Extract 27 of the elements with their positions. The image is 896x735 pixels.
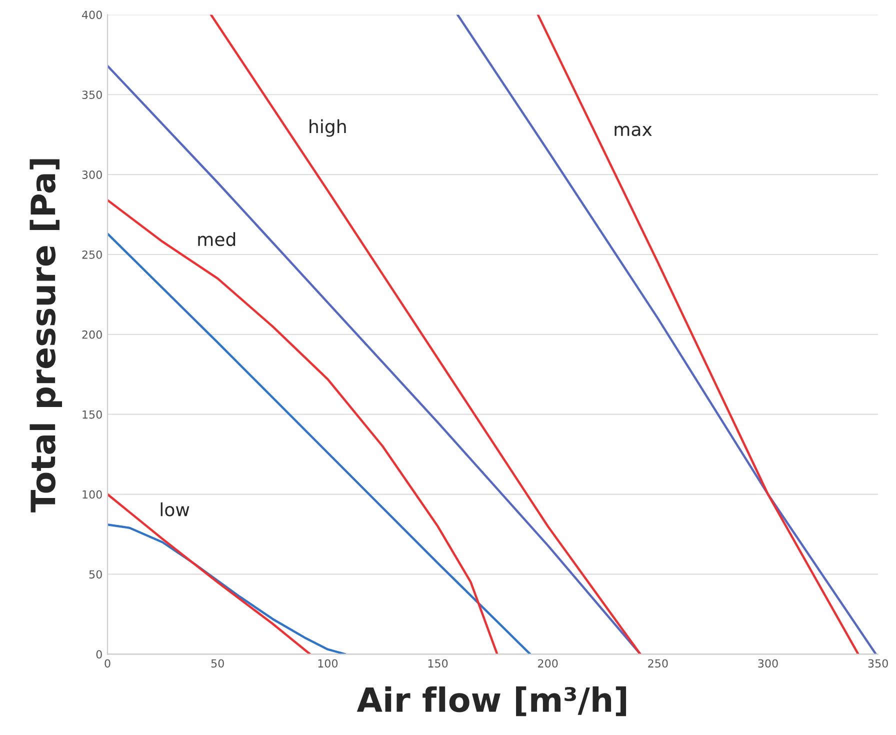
y-tick-label: 250 <box>82 250 102 259</box>
y-tick-label: 400 <box>82 10 102 20</box>
series-label: med <box>198 232 236 246</box>
line-series <box>108 524 346 654</box>
x-tick-label: 200 <box>538 659 558 668</box>
line-series <box>536 14 860 654</box>
y-tick-label: 350 <box>82 90 102 100</box>
x-tick-label: 300 <box>758 659 778 668</box>
x-axis-title: Air flow [m³/h] <box>356 686 626 716</box>
y-tick-label: 200 <box>82 330 102 339</box>
y-tick-label: 300 <box>82 170 102 179</box>
x-tick-label: 100 <box>318 659 338 668</box>
y-tick-label: 150 <box>82 410 102 419</box>
line-series <box>456 14 877 654</box>
x-tick-label: 150 <box>428 659 448 668</box>
y-tick-label: 0 <box>96 650 102 659</box>
series-label: low <box>160 502 190 516</box>
y-tick-label: 50 <box>89 570 102 579</box>
series-label: max <box>614 126 652 136</box>
x-tick-label: 0 <box>104 659 110 668</box>
y-tick-label: 100 <box>82 490 102 499</box>
series-label: high <box>310 119 346 137</box>
y-axis-title: Total pressure [Pa] <box>30 159 62 512</box>
x-tick-label: 350 <box>868 659 888 668</box>
x-tick-label: 50 <box>211 659 224 668</box>
x-tick-label: 250 <box>648 659 668 668</box>
line-series <box>108 493 312 654</box>
